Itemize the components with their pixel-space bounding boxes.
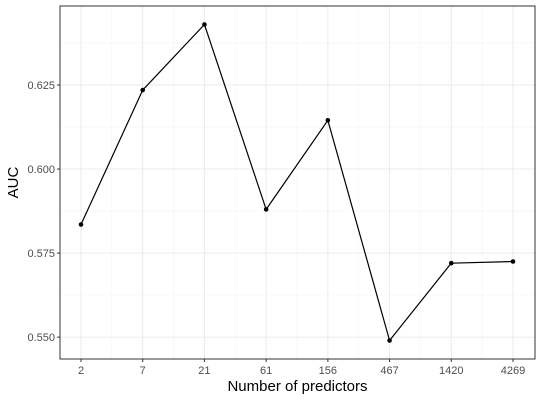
y-tick-label: 0.625	[27, 80, 55, 92]
minor-gridlines	[60, 6, 535, 359]
data-point	[263, 207, 269, 212]
series-line	[80, 23, 514, 342]
data-point	[387, 338, 392, 343]
x-axis-title: Number of predictors	[227, 378, 367, 395]
y-tick-label: 0.575	[27, 248, 55, 260]
series-layer	[80, 23, 514, 342]
data-point	[448, 260, 454, 266]
y-axis-tick-labels: 0.550 0.575 0.600 0.625	[27, 80, 55, 344]
y-tick-label: 0.550	[27, 332, 55, 344]
x-tick-label: 7	[140, 365, 146, 377]
x-tick-label: 21	[198, 365, 210, 377]
tick-marks	[57, 84, 514, 362]
x-tick-label: 4269	[501, 365, 525, 377]
x-tick-label: 2	[78, 365, 84, 377]
panel-border	[59, 5, 536, 360]
data-point	[202, 22, 207, 27]
points-layer	[78, 22, 516, 343]
data-point	[140, 87, 146, 93]
data-point	[510, 259, 516, 264]
x-tick-label: 1420	[439, 365, 463, 377]
x-tick-label: 467	[380, 365, 398, 377]
y-tick-label: 0.600	[27, 164, 55, 176]
data-point	[325, 118, 331, 123]
x-axis-tick-labels: 2 7 21 61 156 467 1420 4269	[78, 365, 525, 377]
major-gridlines	[60, 6, 535, 359]
y-axis-title: AUC	[5, 166, 22, 198]
x-tick-label: 156	[319, 365, 337, 377]
x-tick-label: 61	[260, 365, 272, 377]
data-point	[78, 222, 84, 227]
